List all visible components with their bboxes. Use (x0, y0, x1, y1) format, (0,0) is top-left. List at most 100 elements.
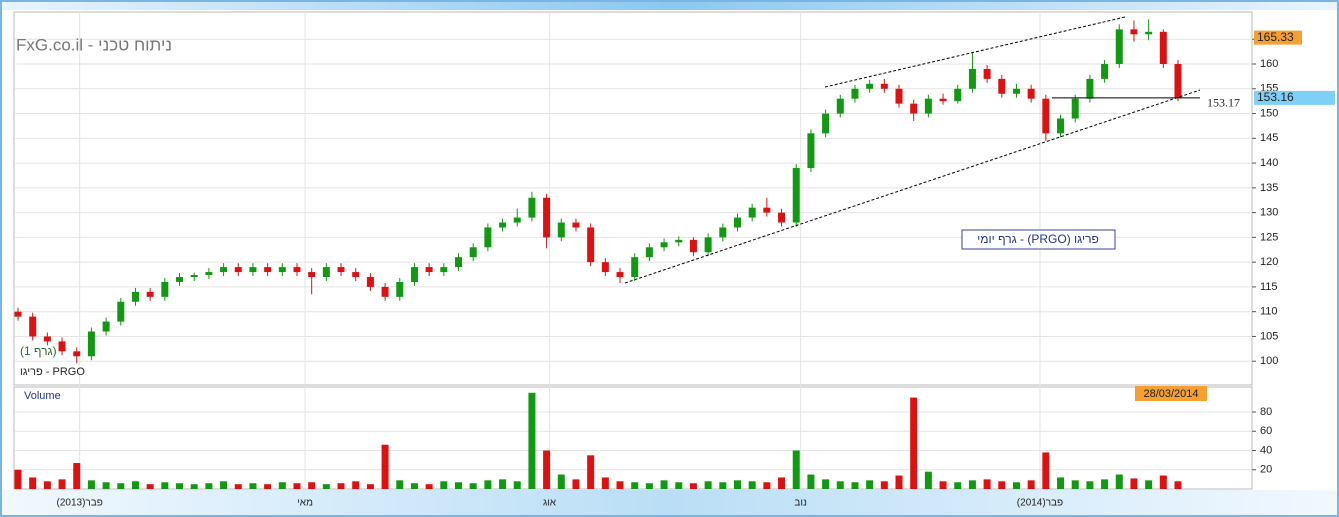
volume-bar (895, 475, 903, 489)
volume-bar (968, 480, 976, 489)
candle-body (675, 239, 683, 243)
volume-bar (1057, 477, 1065, 489)
volume-bar (587, 455, 595, 489)
candle-body (587, 227, 595, 263)
candle-body (337, 267, 345, 273)
candle-body (73, 351, 81, 357)
volume-bar (733, 480, 741, 489)
candle-body (87, 331, 95, 357)
note: (גרף 1) (20, 344, 57, 358)
volume-bar (704, 481, 712, 489)
candle-body (1071, 98, 1079, 119)
candle-body (43, 336, 51, 342)
candle-body (836, 98, 844, 114)
volume-bar (29, 477, 37, 489)
y-tick-label: 60 (1260, 425, 1272, 437)
volume-bar (73, 463, 81, 489)
volume-bar (983, 479, 991, 489)
price-tag-box (1254, 90, 1335, 105)
candle-body (763, 207, 771, 213)
volume-bar (176, 483, 184, 489)
candle-body (102, 321, 110, 332)
candle-body (939, 98, 947, 102)
volume-bar (866, 480, 874, 489)
y-tick-label: 150 (1260, 107, 1278, 119)
volume-bar (513, 481, 521, 489)
candle-body (983, 68, 991, 79)
volume-bar (484, 480, 492, 489)
trend-line (624, 89, 1201, 284)
candle-body (822, 113, 830, 134)
chart-title: FxG.co.il - ניתוח טכני (16, 35, 172, 54)
subtitle: גרף יומי - (PRGO) פריגו (977, 232, 1099, 246)
candle-body (645, 247, 653, 258)
volume-bar (689, 483, 697, 489)
candle-body (205, 272, 213, 276)
y-tick-label: 145 (1260, 132, 1278, 144)
volume-bar (455, 482, 463, 489)
candle-body (1012, 88, 1020, 94)
volume-bar (58, 479, 66, 489)
candle-body (161, 281, 169, 297)
candle-body (322, 267, 330, 278)
candle-body (220, 267, 228, 273)
candle-body (484, 227, 492, 248)
candle-body (117, 301, 125, 322)
volume-bar (1071, 480, 1079, 489)
candle-body (14, 311, 22, 317)
volume-bar (998, 481, 1006, 489)
candle-body (660, 242, 668, 248)
x-tick-label: (2013)פבר (57, 498, 103, 509)
volume-bar (792, 450, 800, 489)
volume-bar (117, 483, 125, 489)
candle-body (1101, 64, 1109, 79)
candle-body (396, 281, 404, 297)
candle-body (234, 267, 242, 273)
volume-bar (954, 482, 962, 489)
volume-bar (234, 484, 242, 489)
candle-body (352, 272, 360, 278)
candle-body (895, 88, 903, 104)
volume-bar (469, 483, 477, 489)
candle-body (293, 267, 301, 273)
volume-bar (631, 482, 639, 489)
y-tick-label: 125 (1260, 231, 1278, 243)
price-tag: 153.16 (1257, 90, 1294, 104)
candle-body (131, 291, 139, 302)
volume-bar (719, 482, 727, 489)
volume-bar (645, 483, 653, 489)
volume-bar (1086, 481, 1094, 489)
x-tick-label: אוג (543, 498, 557, 509)
candle-body (910, 103, 918, 114)
date-tag: 28/03/2014 (1143, 388, 1198, 400)
volume-bar (205, 483, 213, 489)
x-tick-label: נוב (794, 498, 807, 509)
volume-bar (499, 479, 507, 489)
volume-bar (880, 481, 888, 489)
price-tag: 165.33 (1257, 30, 1294, 44)
candle-body (499, 222, 507, 228)
y-tick-label: 110 (1260, 306, 1278, 318)
y-tick-label: 80 (1260, 406, 1272, 418)
candle-body (366, 277, 374, 287)
volume-bar (14, 469, 22, 489)
candle-body (1057, 118, 1065, 134)
candle-body (425, 267, 433, 273)
candle-body (601, 262, 609, 273)
volume-bar (352, 481, 360, 489)
volume-bar (924, 471, 932, 489)
volume-bar (660, 480, 668, 489)
volume-bar (322, 484, 330, 489)
volume-bar (190, 484, 198, 489)
volume-bar (1115, 474, 1123, 489)
candle-body (469, 247, 477, 258)
volume-bar (278, 482, 286, 489)
candle-body (968, 68, 976, 89)
candle-body (792, 168, 800, 223)
volume-bar (396, 480, 404, 489)
candle-body (1174, 64, 1182, 98)
volume-bar (131, 481, 139, 489)
candle-body (249, 267, 257, 273)
volume-bar (836, 481, 844, 489)
candle-body (557, 222, 565, 238)
